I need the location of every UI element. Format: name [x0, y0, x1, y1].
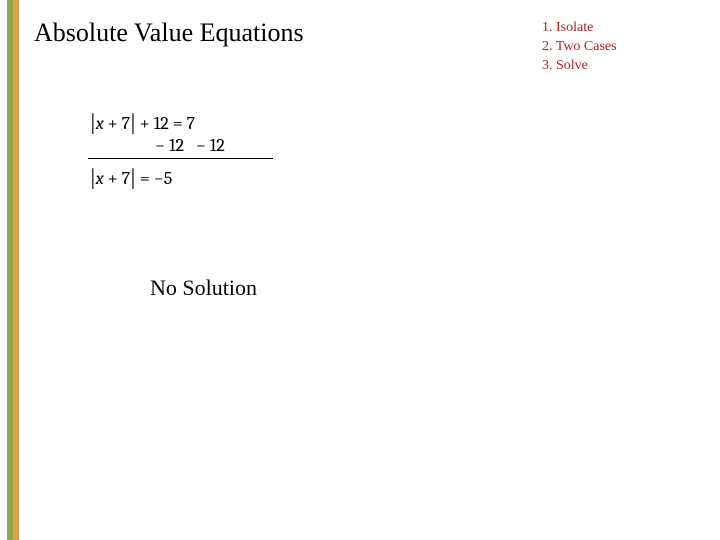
math-num: 7	[187, 113, 195, 134]
abs-bar-icon: |	[90, 110, 96, 136]
step-num: 2.	[542, 39, 553, 54]
math-gap	[184, 135, 196, 156]
accent-bar-gold	[13, 0, 19, 540]
math-op: +	[136, 113, 154, 134]
math-op: +	[104, 168, 122, 189]
math-op: =	[136, 168, 154, 189]
step-item: 2. Two Cases	[542, 37, 617, 56]
math-var: x	[96, 168, 104, 189]
math-op: −	[155, 135, 169, 156]
step-label: Solve	[556, 58, 588, 73]
step-item: 3. Solve	[542, 56, 617, 75]
equation-rule	[88, 158, 273, 159]
page-title: Absolute Value Equations	[34, 18, 304, 48]
math-num: 7	[122, 113, 130, 134]
equation-line-2: − 12 − 12	[155, 135, 225, 156]
step-item: 1. Isolate	[542, 18, 617, 37]
equation-line-1: |x + 7| + 12 = 7	[90, 113, 195, 134]
math-op: =	[169, 113, 187, 134]
step-label: Two Cases	[556, 39, 617, 54]
math-num: 7	[122, 168, 130, 189]
abs-bar-icon: |	[130, 165, 136, 191]
math-num: 12	[210, 135, 225, 156]
math-op: −	[196, 135, 210, 156]
math-var: x	[96, 113, 104, 134]
step-num: 3.	[542, 58, 553, 73]
abs-bar-icon: |	[130, 110, 136, 136]
math-num: 12	[154, 113, 169, 134]
math-num: −5	[154, 168, 173, 189]
math-op: +	[104, 113, 122, 134]
step-label: Isolate	[556, 20, 593, 35]
math-num: 12	[169, 135, 184, 156]
steps-list: 1. Isolate 2. Two Cases 3. Solve	[542, 18, 617, 75]
no-solution-label: No Solution	[150, 275, 257, 301]
abs-bar-icon: |	[90, 165, 96, 191]
step-num: 1.	[542, 20, 553, 35]
equation-line-3: |x + 7| = −5	[90, 168, 172, 189]
